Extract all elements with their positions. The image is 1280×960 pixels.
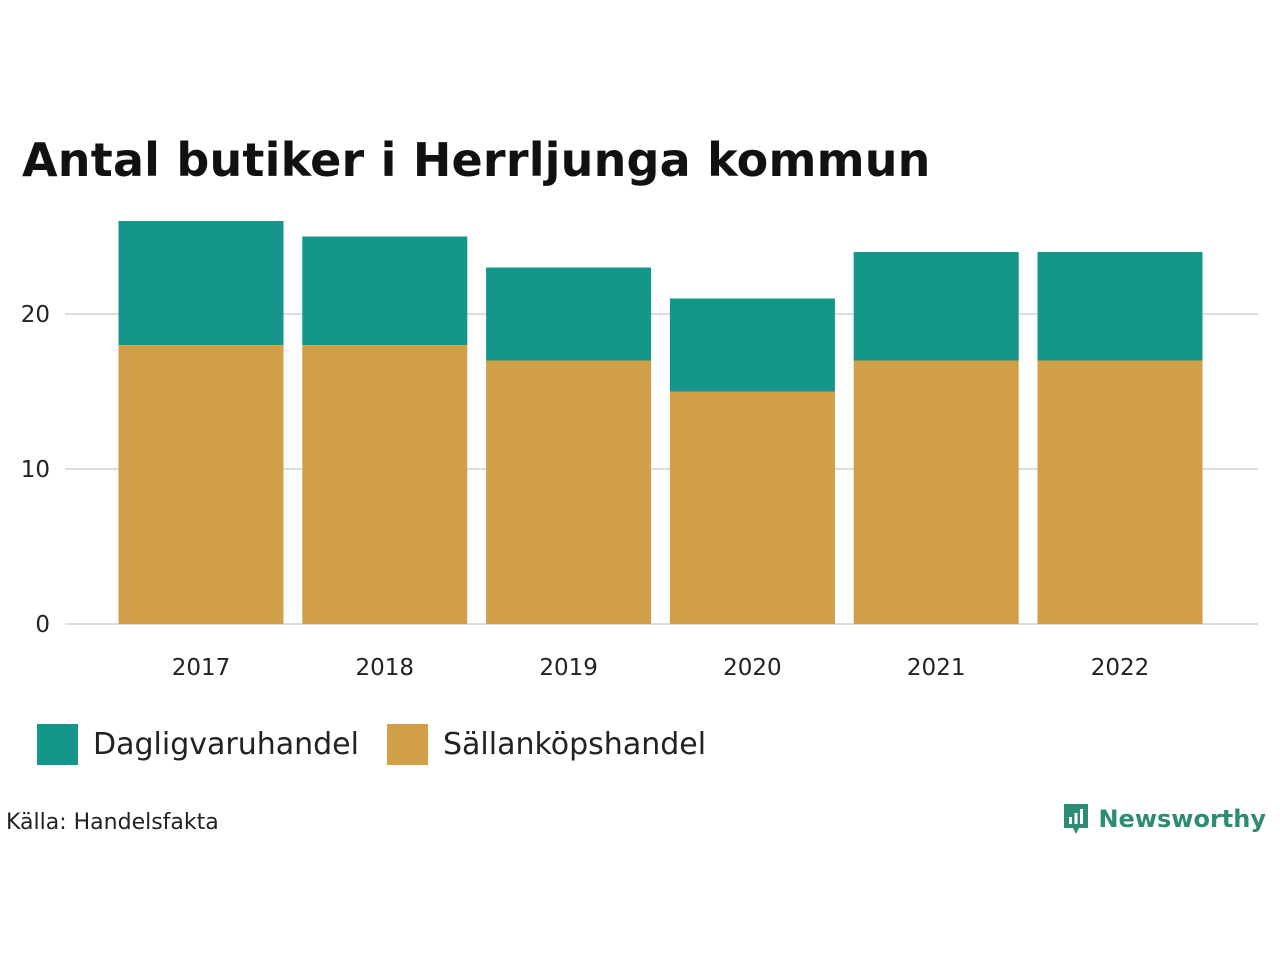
x-tick-label: 2020	[723, 655, 782, 681]
source-note: Källa: Handelsfakta	[6, 810, 219, 835]
y-tick-label: 20	[21, 302, 50, 328]
bar-dagligvaruhandel-2021	[853, 252, 1019, 361]
brand-name: Newsworthy	[1098, 805, 1266, 833]
bar-chart: 0 10 20 2017 2018 2019 2020 2021 2022	[21, 221, 1258, 681]
bar-dagligvaruhandel-2020	[669, 298, 835, 392]
bar-sällanköpshandel-2022	[1037, 360, 1203, 624]
legend-item-dagligvaruhandel: Dagligvaruhandel	[37, 724, 359, 765]
x-tick-label: 2017	[172, 655, 231, 681]
bar-sällanköpshandel-2019	[486, 360, 652, 624]
y-tick-label: 0	[35, 612, 50, 638]
legend-label-dagligvaruhandel: Dagligvaruhandel	[93, 727, 359, 762]
x-tick-label: 2021	[907, 655, 966, 681]
legend-swatch-dagligvaruhandel	[37, 724, 78, 765]
newsworthy-logo-icon	[1064, 804, 1089, 834]
bar-dagligvaruhandel-2022	[1037, 252, 1203, 361]
bars	[118, 221, 1203, 624]
x-tick-label: 2018	[356, 655, 415, 681]
x-tick-label: 2022	[1091, 655, 1150, 681]
legend-swatch-sallankopshandel	[386, 724, 428, 765]
brand-logo[interactable]: Newsworthy	[1062, 802, 1266, 836]
legend: Dagligvaruhandel Sällanköpshandel	[37, 724, 734, 765]
legend-label-sallankopshandel: Sällanköpshandel	[442, 727, 707, 762]
bar-dagligvaruhandel-2019	[486, 267, 652, 361]
bar-dagligvaruhandel-2018	[302, 236, 468, 345]
x-tick-label: 2019	[539, 655, 598, 681]
legend-item-sallankopshandel: Sällanköpshandel	[386, 724, 707, 765]
axis-labels: 0 10 20 2017 2018 2019 2020 2021 2022	[21, 302, 1150, 681]
bar-sällanköpshandel-2021	[853, 360, 1019, 624]
bar-sällanköpshandel-2017	[118, 345, 284, 624]
bar-dagligvaruhandel-2017	[118, 221, 284, 345]
bar-sällanköpshandel-2018	[302, 345, 468, 624]
chart-title: Antal butiker i Herrljunga kommun	[22, 133, 931, 187]
bar-sällanköpshandel-2020	[669, 391, 835, 624]
y-tick-label: 10	[21, 457, 50, 483]
